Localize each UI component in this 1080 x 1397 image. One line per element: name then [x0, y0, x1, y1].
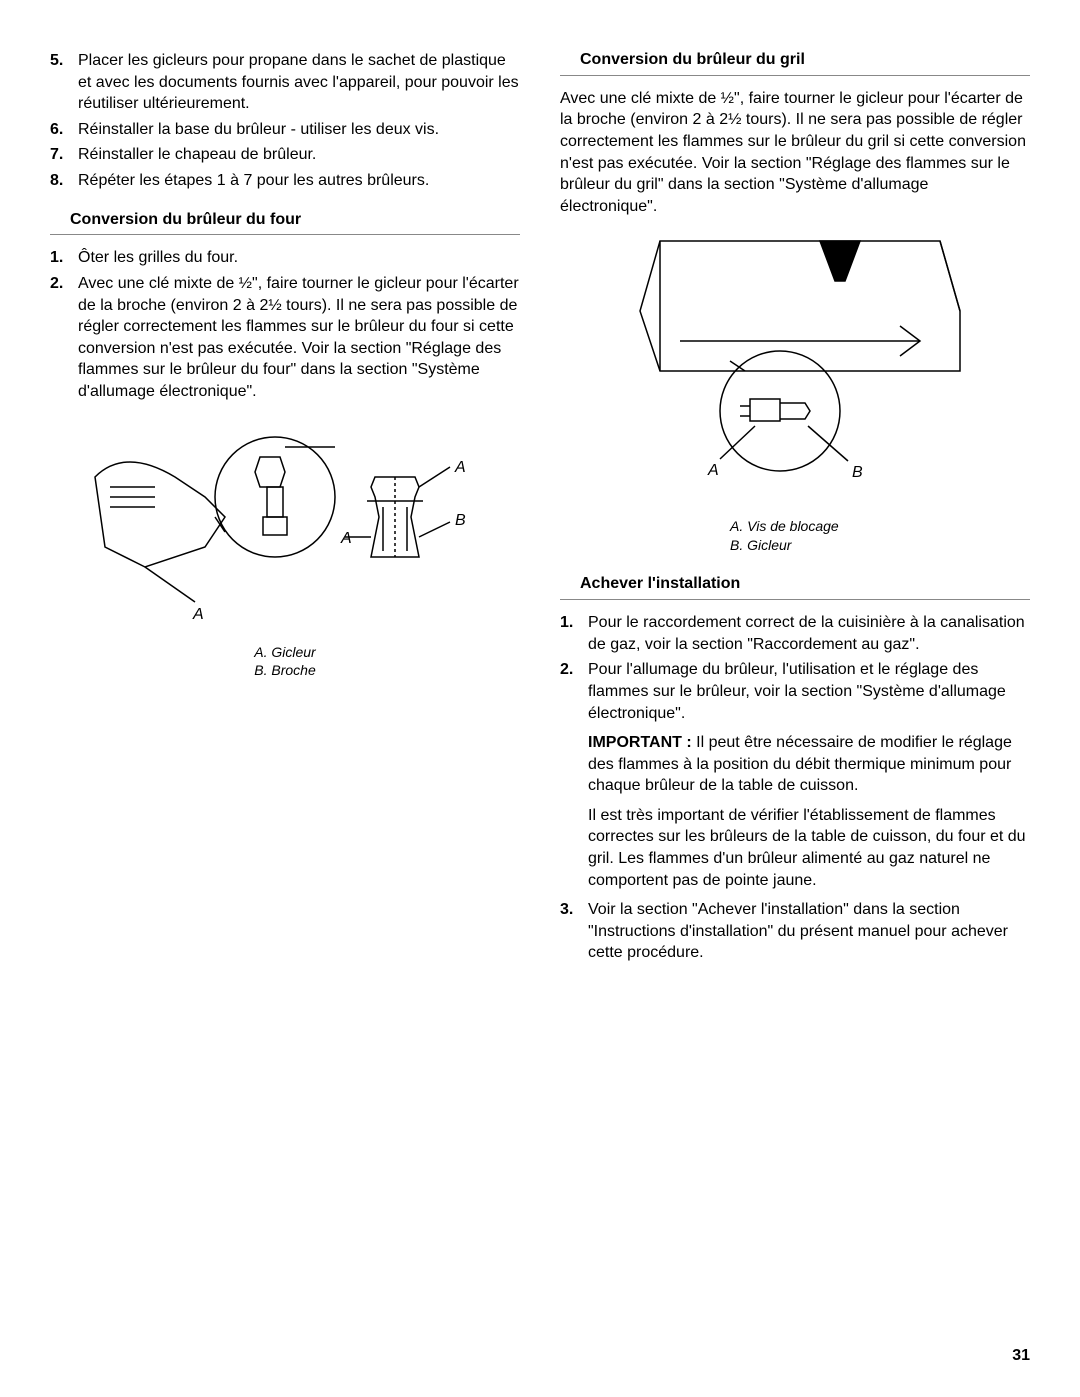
list-item: 1. Pour le raccordement correct de la cu… — [560, 612, 1030, 655]
broil-paragraph: Avec une clé mixte de ½", faire tourner … — [560, 88, 1030, 218]
item-text: Voir la section "Achever l'installation"… — [588, 899, 1030, 964]
item-number: 1. — [560, 612, 588, 655]
figure-caption: A. Gicleur B. Broche — [50, 637, 520, 682]
list-item: 1. Ôter les grilles du four. — [50, 247, 520, 269]
fig-label-a: A — [707, 462, 719, 479]
flame-note: Il est très important de vérifier l'étab… — [588, 805, 1030, 891]
item-number: 3. — [560, 899, 588, 964]
list-item: 2. Pour l'allumage du brûleur, l'utilisa… — [560, 659, 1030, 724]
left-column: 5. Placer les gicleurs pour propane dans… — [50, 50, 520, 968]
item-text: Pour le raccordement correct de la cuisi… — [588, 612, 1030, 655]
item-number: 5. — [50, 50, 78, 115]
list-item: 5. Placer les gicleurs pour propane dans… — [50, 50, 520, 115]
page-number: 31 — [1012, 1346, 1030, 1367]
figure-caption: A. Vis de blocage B. Gicleur — [560, 511, 1030, 556]
fig-label-a2: A — [340, 530, 352, 547]
item-number: 2. — [50, 273, 78, 403]
item-number: 1. — [50, 247, 78, 269]
broil-burner-illustration: A B — [620, 231, 970, 511]
heading-oven-burner: Conversion du brûleur du four — [50, 210, 520, 231]
section-rule — [50, 234, 520, 235]
section-rule — [560, 75, 1030, 76]
item-text: Placer les gicleurs pour propane dans le… — [78, 50, 520, 115]
item-text: Pour l'allumage du brûleur, l'utilisatio… — [588, 659, 1030, 724]
important-note: IMPORTANT : Il peut être nécessaire de m… — [588, 732, 1030, 797]
left-list-2: 1. Ôter les grilles du four. 2. Avec une… — [50, 247, 520, 402]
list-item: 6. Réinstaller la base du brûleur - util… — [50, 119, 520, 141]
caption-line: B. Gicleur — [730, 537, 791, 553]
right-list-2: 3. Voir la section "Achever l'installati… — [560, 899, 1030, 964]
heading-complete-install: Achever l'installation — [560, 574, 1030, 595]
fig-label-b: B — [455, 512, 466, 529]
item-text: Répéter les étapes 1 à 7 pour les autres… — [78, 170, 520, 192]
item-text: Réinstaller la base du brûleur - utilise… — [78, 119, 520, 141]
item-number: 8. — [50, 170, 78, 192]
right-list-1: 1. Pour le raccordement correct de la cu… — [560, 612, 1030, 724]
item-text: Ôter les grilles du four. — [78, 247, 520, 269]
fig-label-a3: A — [192, 606, 204, 623]
caption-line: A. Gicleur — [254, 644, 315, 660]
figure-broil-burner: A B A. Vis de blocage B. Gicleur — [560, 231, 1030, 556]
page-content: 5. Placer les gicleurs pour propane dans… — [50, 50, 1030, 968]
section-rule — [560, 599, 1030, 600]
list-item: 8. Répéter les étapes 1 à 7 pour les aut… — [50, 170, 520, 192]
item-number: 2. — [560, 659, 588, 724]
item-number: 7. — [50, 144, 78, 166]
item-text: Avec une clé mixte de ½", faire tourner … — [78, 273, 520, 403]
oven-burner-illustration: A B A A — [85, 417, 485, 637]
left-list-1: 5. Placer les gicleurs pour propane dans… — [50, 50, 520, 192]
figure-oven-burner: A B A A A. Gicleur B. Broche — [50, 417, 520, 682]
important-label: IMPORTANT : — [588, 734, 692, 751]
list-item: 3. Voir la section "Achever l'installati… — [560, 899, 1030, 964]
item-text: Réinstaller le chapeau de brûleur. — [78, 144, 520, 166]
fig-label-a: A — [454, 459, 466, 476]
fig-label-b: B — [852, 464, 863, 481]
caption-line: B. Broche — [254, 662, 315, 678]
caption-line: A. Vis de blocage — [730, 518, 839, 534]
list-item: 7. Réinstaller le chapeau de brûleur. — [50, 144, 520, 166]
list-item: 2. Avec une clé mixte de ½", faire tourn… — [50, 273, 520, 403]
right-column: Conversion du brûleur du gril Avec une c… — [560, 50, 1030, 968]
heading-broil-burner: Conversion du brûleur du gril — [560, 50, 1030, 71]
item-number: 6. — [50, 119, 78, 141]
